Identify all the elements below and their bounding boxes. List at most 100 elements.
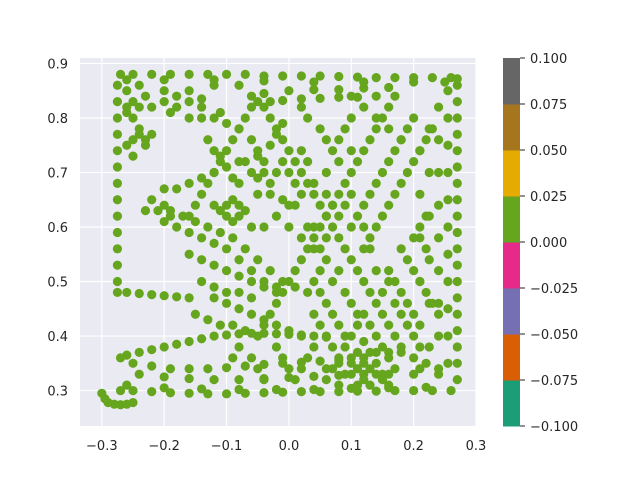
data-point xyxy=(433,369,444,379)
data-point xyxy=(452,342,462,352)
data-point xyxy=(371,369,381,379)
data-point xyxy=(190,309,200,319)
data-point xyxy=(253,331,263,341)
x-tick-label: −0.3 xyxy=(86,439,118,454)
data-point xyxy=(396,342,406,352)
data-point xyxy=(446,385,456,396)
data-point xyxy=(315,200,325,210)
data-point xyxy=(234,384,244,395)
colorbar-tick-label: 0.050 xyxy=(530,144,567,159)
data-point xyxy=(443,276,453,287)
data-point xyxy=(234,255,244,265)
data-point xyxy=(290,282,300,292)
data-point xyxy=(309,371,319,381)
data-point xyxy=(259,76,269,86)
data-point xyxy=(440,77,450,87)
colorbar-tick-label: 0.000 xyxy=(530,236,567,251)
data-point xyxy=(296,364,306,374)
data-point xyxy=(122,102,132,112)
data-point xyxy=(433,102,444,112)
data-point xyxy=(122,380,132,390)
data-point xyxy=(172,222,182,232)
data-point xyxy=(197,233,207,243)
data-point xyxy=(352,72,363,82)
data-point xyxy=(377,309,388,319)
data-point xyxy=(122,86,132,96)
data-point xyxy=(221,211,232,221)
data-point xyxy=(284,167,294,178)
data-point xyxy=(452,227,462,238)
data-point xyxy=(371,298,381,308)
data-point xyxy=(452,80,462,90)
data-point xyxy=(443,249,453,259)
data-point xyxy=(365,233,375,243)
data-point xyxy=(190,200,200,210)
data-point xyxy=(240,113,250,123)
data-point xyxy=(296,255,306,265)
data-point xyxy=(240,325,250,336)
data-point xyxy=(409,113,419,123)
data-point xyxy=(321,189,331,199)
data-point xyxy=(265,97,275,107)
data-point xyxy=(228,216,238,227)
data-point xyxy=(352,320,363,330)
data-point xyxy=(159,216,169,227)
data-point xyxy=(209,331,219,341)
data-point xyxy=(134,288,144,299)
data-point xyxy=(321,167,331,178)
data-point xyxy=(234,124,244,134)
data-point xyxy=(384,156,394,167)
y-tick-label: 0.4 xyxy=(47,330,68,345)
data-point xyxy=(221,146,232,156)
data-point xyxy=(190,216,200,227)
data-point xyxy=(253,97,263,107)
data-point xyxy=(259,315,269,325)
data-point xyxy=(415,189,425,199)
data-point xyxy=(253,255,263,265)
data-point xyxy=(303,113,313,123)
data-point xyxy=(290,375,300,385)
data-point xyxy=(159,86,169,96)
data-point xyxy=(140,91,151,101)
data-point xyxy=(409,266,419,276)
data-point xyxy=(452,375,462,385)
data-point xyxy=(246,293,257,303)
y-tick-label: 0.8 xyxy=(47,112,68,127)
data-point xyxy=(334,320,344,330)
data-point xyxy=(390,189,400,199)
data-point xyxy=(278,195,288,205)
data-point xyxy=(184,113,194,123)
data-point xyxy=(309,233,319,243)
data-point xyxy=(371,73,381,83)
colorbar-segment xyxy=(503,288,520,335)
data-point xyxy=(290,266,300,276)
data-points xyxy=(97,69,462,410)
data-point xyxy=(147,129,157,139)
data-point xyxy=(340,200,350,210)
data-point xyxy=(352,309,363,319)
data-point xyxy=(303,156,313,167)
x-tick-label: 0.1 xyxy=(341,439,362,454)
data-point xyxy=(259,156,269,167)
data-point xyxy=(346,353,356,363)
data-point xyxy=(377,342,388,352)
data-point xyxy=(209,375,219,385)
data-point xyxy=(427,73,437,83)
data-point xyxy=(346,222,356,232)
data-point xyxy=(112,287,123,298)
data-point xyxy=(334,71,344,82)
data-point xyxy=(384,124,394,134)
data-point xyxy=(396,287,406,298)
data-point xyxy=(246,266,257,276)
data-point xyxy=(153,206,163,216)
data-point xyxy=(334,156,344,167)
data-point xyxy=(203,364,213,374)
data-point xyxy=(234,178,244,188)
data-point xyxy=(259,102,269,112)
data-point xyxy=(203,135,213,145)
data-point xyxy=(122,140,132,150)
data-point xyxy=(359,358,369,368)
data-point xyxy=(309,189,319,199)
data-point xyxy=(384,200,394,210)
data-point xyxy=(309,276,319,287)
